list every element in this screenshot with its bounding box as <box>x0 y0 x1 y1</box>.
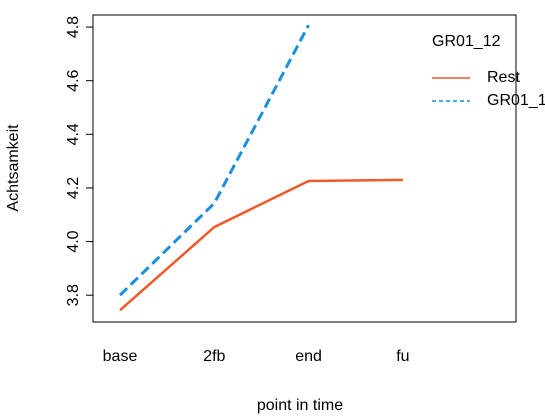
x-tick-label: base <box>103 348 138 365</box>
plot-box <box>92 14 517 323</box>
series-line <box>119 178 403 312</box>
x-axis-label: point in time <box>257 397 343 414</box>
x-tick-label: fu <box>396 348 409 365</box>
y-tick-label: 4.2 <box>65 177 82 199</box>
series-line <box>118 24 310 297</box>
y-axis-label: Achtsamkeit <box>5 124 22 212</box>
y-tick-label: 4.8 <box>65 16 82 38</box>
y-tick-label: 4.4 <box>65 123 82 145</box>
x-tick-label: 2fb <box>203 348 225 365</box>
legend-title: GR01_12 <box>432 33 501 50</box>
y-tick-label: 3.8 <box>65 284 82 306</box>
y-tick-label: 4.0 <box>65 230 82 252</box>
y-tick-label: 4.6 <box>65 69 82 91</box>
legend-label: Rest <box>487 69 520 86</box>
legend-label: GR01_1 <box>487 92 545 109</box>
x-tick-label: end <box>295 348 322 365</box>
